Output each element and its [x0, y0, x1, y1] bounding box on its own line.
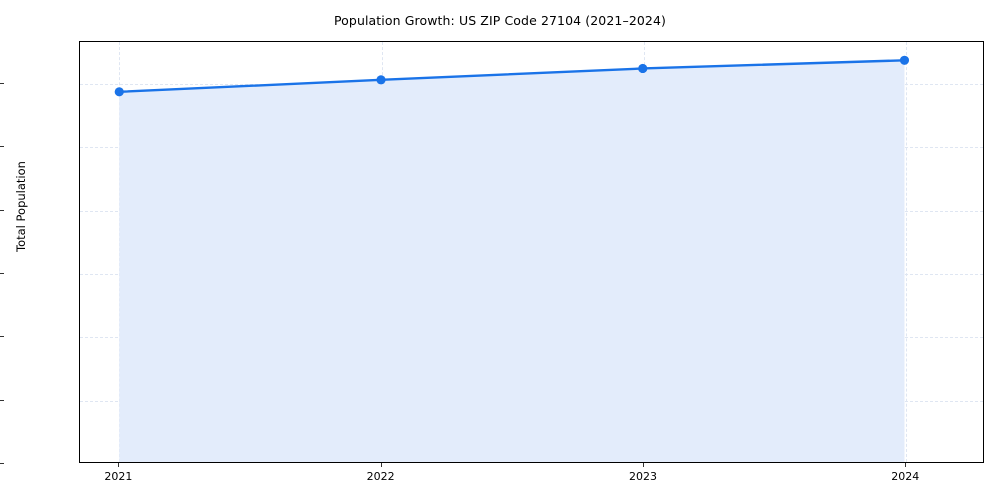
population-series — [114, 55, 910, 462]
chart-title: Population Growth: US ZIP Code 27104 (20… — [333, 13, 667, 28]
x-tick-mark — [642, 463, 644, 467]
data-point-marker — [638, 63, 648, 74]
x-tick-label: 2021 — [104, 470, 133, 483]
data-point-markers — [114, 55, 910, 97]
data-point-marker — [899, 55, 910, 65]
x-tick-mark — [118, 463, 120, 467]
area-fill — [119, 60, 905, 462]
y-tick-mark — [0, 336, 4, 338]
data-point-marker — [376, 75, 386, 85]
x-tick-mark — [380, 463, 382, 467]
y-tick-mark — [0, 82, 4, 84]
y-tick-mark — [0, 209, 4, 211]
gridline-vertical — [906, 42, 908, 462]
y-tick-mark — [0, 272, 4, 274]
data-point-marker — [114, 87, 124, 97]
plot-area — [79, 41, 984, 463]
y-tick-mark — [0, 463, 4, 464]
y-tick-mark — [0, 146, 4, 148]
x-tick-label: 2023 — [628, 470, 657, 483]
x-tick-label: 2022 — [366, 470, 395, 483]
x-tick-mark — [905, 463, 907, 467]
x-tick-label: 2024 — [891, 470, 920, 483]
y-tick-mark — [0, 399, 4, 401]
line-path — [118, 59, 906, 94]
